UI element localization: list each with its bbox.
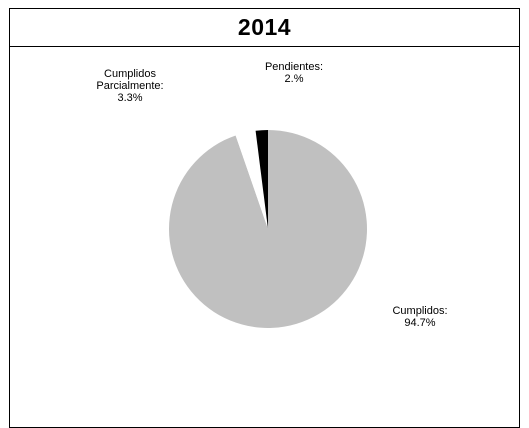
pie-slice-parcialmente — [235, 130, 268, 229]
chart-title: 2014 — [237, 14, 292, 40]
slice-label-pendientes: Pendientes: 2.% — [265, 61, 323, 85]
pie-chart: Cumplidos: 94.7% Cumplidos Parcialmente: 3.3… — [96, 61, 447, 329]
slice-label-cumplidos: Cumplidos: 94.7% — [392, 305, 447, 329]
slice-label-parcialmente: Cumplidos Parcialmente: 3.3% — [96, 68, 163, 104]
pie-slice-pendientes — [255, 130, 268, 229]
chart-title-bar: 2014 — [10, 9, 519, 47]
